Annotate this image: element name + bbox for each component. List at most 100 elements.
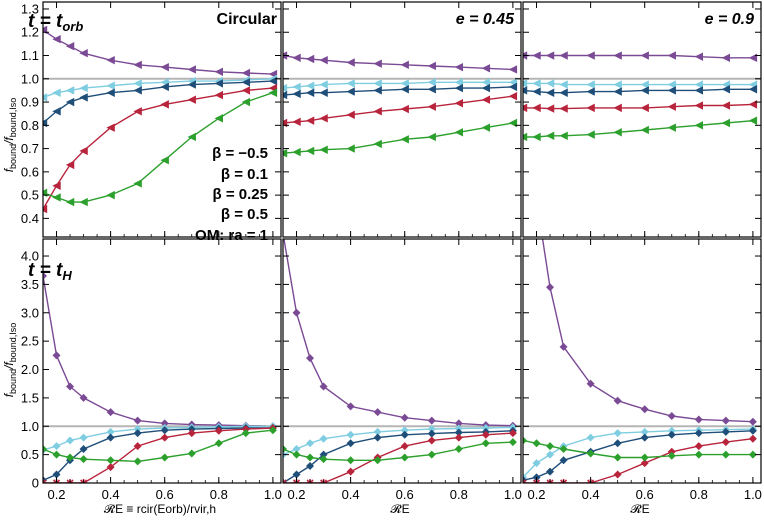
data-point-0-6 <box>400 60 409 70</box>
data-point-0-8 <box>454 419 463 428</box>
data-point-3-6 <box>160 433 169 442</box>
series-line-1 <box>523 82 753 86</box>
data-point-2-8 <box>454 428 463 437</box>
data-point-4-4 <box>346 144 355 153</box>
x-axis-label-e09: 𝓡E <box>630 502 649 516</box>
x-tick-label: 1.0 <box>264 487 282 502</box>
data-point-3-10 <box>508 429 517 438</box>
data-point-1-1 <box>52 442 61 451</box>
data-point-0-2 <box>305 54 315 64</box>
data-point-2-3 <box>319 450 328 459</box>
series-line-4 <box>283 441 513 461</box>
data-point-1-0 <box>283 83 288 93</box>
data-point-0-5 <box>373 408 382 417</box>
series-line-0 <box>43 275 273 427</box>
data-point-3-1 <box>52 181 61 191</box>
data-point-0-1 <box>532 51 541 60</box>
data-point-4-9 <box>721 118 731 128</box>
data-point-3-10 <box>748 100 758 109</box>
data-point-1-1 <box>52 88 61 97</box>
data-point-2-3 <box>559 456 568 465</box>
data-point-0-5 <box>133 416 142 425</box>
data-point-0-3 <box>319 382 328 391</box>
data-point-3-5 <box>133 442 142 451</box>
data-point-3-8 <box>694 442 703 451</box>
series-line-3 <box>283 95 513 124</box>
data-point-4-9 <box>241 97 251 107</box>
data-point-1-1 <box>532 79 541 88</box>
data-point-3-7 <box>187 429 196 438</box>
data-point-2-6 <box>400 430 409 439</box>
x-tick-label: 0.2 <box>527 487 545 502</box>
panel-r0-c1 <box>282 1 522 238</box>
data-point-4-0 <box>283 444 287 453</box>
data-point-0-6 <box>160 419 169 428</box>
data-point-2-1 <box>532 87 541 96</box>
row-label-top: t = torb <box>28 11 83 34</box>
data-point-0-7 <box>694 415 703 424</box>
series-line-4 <box>43 429 273 463</box>
data-point-0-6 <box>160 62 169 72</box>
y-tick-label: 3.5 <box>21 277 39 292</box>
x-tick-label: 1.0 <box>744 487 762 502</box>
data-point-1-2 <box>545 79 555 88</box>
data-point-2-4 <box>346 439 355 448</box>
data-point-4-5 <box>133 457 142 466</box>
data-point-3-9 <box>721 101 731 110</box>
panel-r1-c1: 0.2 0.4 0.6 0.8 1.0 <box>282 238 522 502</box>
x-tick-label: 0.2 <box>287 487 305 502</box>
data-point-2-10 <box>748 85 758 94</box>
data-point-3-9 <box>481 430 490 439</box>
data-point-4-9 <box>721 450 730 459</box>
x-tick-label: 0.4 <box>582 487 600 502</box>
data-point-3-1 <box>532 103 541 113</box>
data-point-1-0 <box>523 79 528 88</box>
data-point-4-6 <box>160 453 169 462</box>
y-tick-label: 1.0 <box>21 419 39 434</box>
data-point-2-7 <box>187 80 196 89</box>
data-point-2-3 <box>79 444 88 453</box>
data-point-3-8 <box>214 90 223 100</box>
data-point-4-7 <box>667 123 676 132</box>
data-point-1-3 <box>559 80 568 89</box>
data-point-1-9 <box>481 78 491 87</box>
data-point-4-1 <box>52 450 61 459</box>
panel-frame <box>42 1 282 238</box>
y-tick-label: 4.0 <box>21 249 39 264</box>
panel-r0-c0: 0.4 0.5 0.6 0.7 0.8 0.9 1.0 1.1 1.2 1.3 <box>21 1 282 238</box>
data-point-2-2 <box>545 88 555 97</box>
data-point-3-2 <box>545 104 555 113</box>
data-point-1-0 <box>43 93 48 102</box>
data-point-3-6 <box>640 103 649 113</box>
y-tick-label: 0.9 <box>21 95 39 110</box>
data-point-4-10 <box>508 118 518 128</box>
data-point-3-2 <box>305 116 315 125</box>
data-point-2-2 <box>546 467 555 476</box>
data-point-4-2 <box>545 131 555 140</box>
data-point-3-4 <box>106 123 115 132</box>
data-point-0-7 <box>187 65 196 74</box>
panel-r0-c2 <box>522 1 762 238</box>
data-point-3-8 <box>454 99 463 108</box>
x-tick-label: 0.6 <box>396 487 414 502</box>
data-point-4-4 <box>346 456 355 465</box>
data-point-4-8 <box>694 121 703 130</box>
data-point-4-10 <box>508 438 517 447</box>
data-point-4-1 <box>292 147 301 157</box>
data-point-1-6 <box>400 79 409 88</box>
series-line-2 <box>283 430 513 483</box>
y-tick-label: 2.5 <box>21 334 39 349</box>
y-tick-label: 0.5 <box>21 447 39 462</box>
data-point-2-1 <box>292 89 301 99</box>
data-point-4-8 <box>214 114 223 123</box>
data-point-2-4 <box>106 88 115 97</box>
data-point-2-5 <box>133 429 142 438</box>
data-point-2-9 <box>481 83 491 93</box>
data-point-0-4 <box>613 396 622 405</box>
panel-r1-c2: 0.2 0.4 0.6 0.8 1.0 <box>522 238 762 502</box>
data-point-3-6 <box>640 459 649 468</box>
series-line-0 <box>541 239 753 423</box>
data-point-4-2 <box>65 197 75 207</box>
data-point-0-1 <box>292 53 301 63</box>
data-point-4-9 <box>481 123 491 132</box>
